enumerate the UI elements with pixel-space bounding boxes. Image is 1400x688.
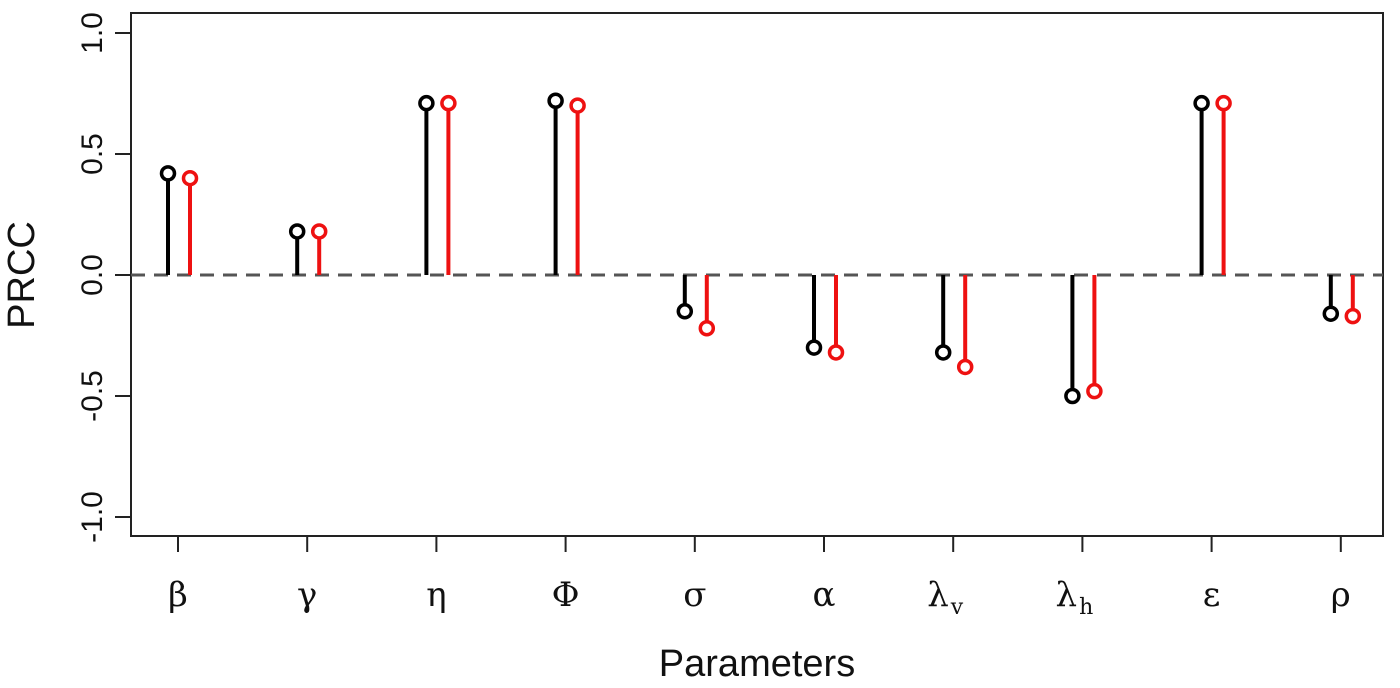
x-tick-label: η — [426, 575, 446, 615]
y-tick-label: -1.0 — [76, 491, 109, 543]
lollipop-point — [827, 344, 845, 361]
lollipop-point — [805, 339, 823, 356]
y-tick-label: -0.5 — [76, 370, 109, 422]
y-axis-title: PRCC — [1, 221, 43, 329]
x-axis-title: Parameters — [659, 643, 855, 685]
y-tick-label: 0.5 — [76, 133, 109, 175]
lollipop-point — [1215, 94, 1232, 112]
x-tick-label: γ — [297, 575, 317, 615]
x-tick-label: α — [813, 575, 836, 615]
y-tick-label: 1.0 — [76, 12, 109, 54]
x-tick-label: λv — [927, 575, 964, 620]
lollipop-point — [934, 344, 952, 361]
lollipop-point — [1064, 387, 1081, 405]
x-tick-label: ρ — [1331, 575, 1351, 615]
lollipop-point — [1193, 94, 1210, 112]
x-tick-subscript: v — [950, 595, 964, 620]
lollipop-point — [440, 94, 457, 112]
x-tick-label: λh — [1056, 575, 1094, 620]
lollipop-point — [418, 94, 435, 112]
lollipop-point — [1344, 307, 1362, 325]
x-tick-subscript: h — [1079, 595, 1093, 620]
lollipop-point — [181, 169, 199, 187]
lollipop-point — [956, 358, 974, 376]
x-tick-label: σ — [683, 575, 706, 615]
lollipop-point — [547, 92, 564, 110]
lollipop-point — [159, 165, 177, 182]
lollipop-point — [1086, 382, 1103, 400]
x-tick-label: Φ — [552, 575, 580, 615]
lollipop-point — [1322, 305, 1340, 322]
x-tick-label: ε — [1203, 575, 1221, 615]
y-tick-label: 0.0 — [76, 254, 109, 296]
lollipop-stems — [159, 92, 1362, 405]
lollipop-point — [569, 97, 586, 114]
lollipop-point — [310, 223, 328, 240]
lollipop-point — [676, 303, 694, 320]
y-axis: -1.0 -0.5 0.0 0.5 1.0 — [76, 12, 131, 543]
lollipop-point — [288, 223, 306, 240]
lollipop-point — [698, 319, 716, 337]
x-tick-label: β — [168, 575, 188, 615]
